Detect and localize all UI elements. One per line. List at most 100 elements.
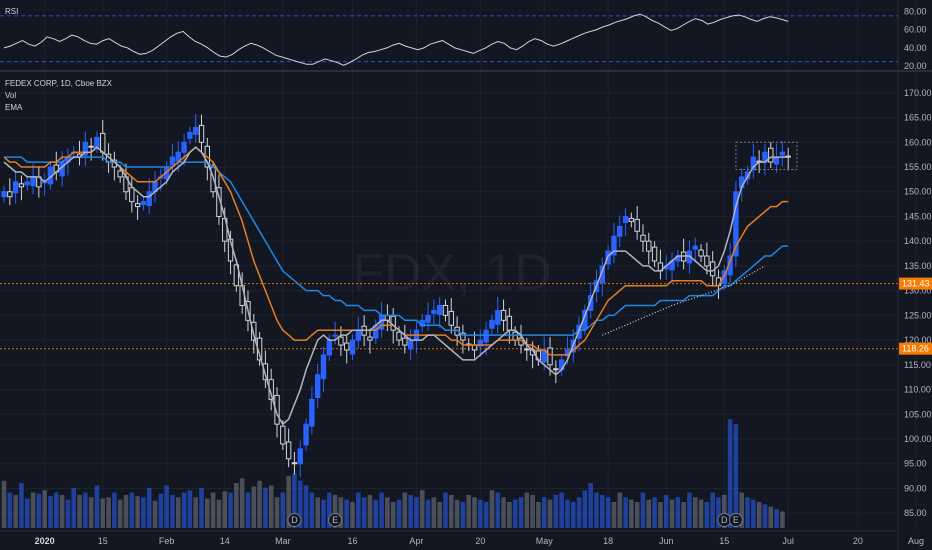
candle-body [640, 234, 646, 242]
rsi-axis[interactable]: 80.00 60.00 40.00 20.00 [904, 6, 927, 71]
volume-bar [745, 497, 750, 528]
volume-bar [570, 502, 576, 528]
candle-body [500, 309, 507, 321]
volume-bar [448, 494, 454, 528]
candle-body [251, 321, 257, 341]
volume-bar [199, 487, 204, 528]
price-marker-tag [899, 342, 932, 355]
volume-bar [687, 492, 692, 528]
volume-bar [634, 502, 640, 528]
volume-bar [437, 502, 442, 528]
price-marker-tag [899, 277, 932, 290]
volume-bar [640, 492, 646, 528]
candle-body [349, 339, 356, 355]
time-tick-label: 15 [719, 536, 729, 546]
event-badge[interactable]: D [287, 513, 302, 527]
candle-body [7, 191, 13, 198]
volume-bar [414, 497, 419, 528]
candle-body [18, 183, 25, 188]
volume-bar [617, 492, 623, 528]
symbol-legend: FEDEX CORP, 1D, Cboe BZX [5, 79, 113, 88]
candle-body [140, 201, 147, 206]
volume-bar [321, 499, 326, 528]
time-axis[interactable]: 2020 15 Feb 14 Mar 16 Apr 20 May 18 Jun 15 Jul 20 Aug [35, 536, 924, 546]
event-badge[interactable]: E [728, 513, 743, 527]
candle-body [187, 131, 193, 139]
candle-body [704, 255, 710, 267]
rsi-line [3, 13, 789, 66]
rsi-label: RSI [5, 7, 18, 16]
volume-bar [297, 480, 303, 528]
volume-bar [774, 509, 779, 528]
candle-body [338, 336, 344, 346]
candle-body [367, 336, 373, 341]
volume-bar [594, 492, 599, 528]
candle-body [587, 295, 594, 311]
candle-body [460, 332, 466, 341]
price-tick-label: 125.00 [904, 310, 932, 320]
candle-body [617, 225, 623, 237]
candle-body [407, 339, 414, 350]
event-badge[interactable]: E [328, 513, 343, 527]
volume-bar [129, 492, 135, 528]
candle-body [553, 368, 559, 371]
volume-bar [367, 494, 373, 528]
volume-bar [36, 493, 42, 528]
price-tick-label: 130.00 [904, 286, 932, 296]
candle-body [442, 304, 449, 316]
volume-bar [71, 487, 77, 528]
price-marker-tag-label: 131.43 [902, 279, 930, 289]
volume-bar [187, 490, 193, 528]
candle-body [274, 394, 280, 425]
volume-bar [396, 499, 402, 528]
volume-bar [88, 497, 94, 528]
volume-bar [257, 480, 262, 528]
candle-body [477, 339, 484, 347]
volume-legend: Vol [5, 91, 16, 100]
volume-bar [135, 496, 140, 528]
volume-bar [751, 499, 756, 528]
event-badge[interactable]: D [717, 513, 732, 527]
volume-bar [123, 494, 129, 528]
volume-bar [350, 502, 355, 528]
candle-body [733, 191, 739, 257]
volume-bar [466, 494, 472, 528]
candle-body [175, 151, 181, 162]
volume-bar [536, 502, 541, 528]
time-tick-label: Jun [659, 536, 674, 546]
price-tick-label: 105.00 [904, 409, 932, 419]
volume-bar [559, 492, 564, 528]
rsi-panel[interactable]: RSI 80.00 60.00 40.00 20.00 [0, 6, 927, 71]
volume-bar [727, 419, 733, 528]
price-axis[interactable]: 170.00 165.00 160.00 155.00 150.00 145.00 140.… [899, 88, 932, 518]
volume-bar [541, 497, 547, 528]
volume-bar [53, 492, 59, 528]
candle-body [773, 156, 780, 165]
volume-bar [170, 494, 175, 528]
price-tick-label: 140.00 [904, 236, 932, 246]
rsi-tick-label: 80.00 [904, 6, 927, 16]
candle-body [291, 462, 298, 465]
event-badge-label: E [733, 515, 739, 525]
volume-bar [478, 499, 483, 528]
volume-bar [292, 473, 297, 528]
volume-bar [518, 497, 524, 528]
candle-body [94, 136, 100, 148]
candle-body [431, 309, 437, 314]
candle-body [768, 147, 774, 163]
volume-bar [512, 499, 518, 528]
volume-bar [361, 497, 367, 528]
time-tick-label: 14 [220, 536, 230, 546]
volume-bar [332, 494, 338, 528]
volume-bar [309, 492, 315, 528]
volume-bar [83, 492, 88, 528]
volume-bar [30, 492, 36, 528]
volume-bar [681, 502, 686, 528]
candle-body [355, 329, 362, 341]
candle-body [100, 132, 106, 153]
candle-body [750, 156, 757, 171]
volume-bar [268, 485, 274, 528]
